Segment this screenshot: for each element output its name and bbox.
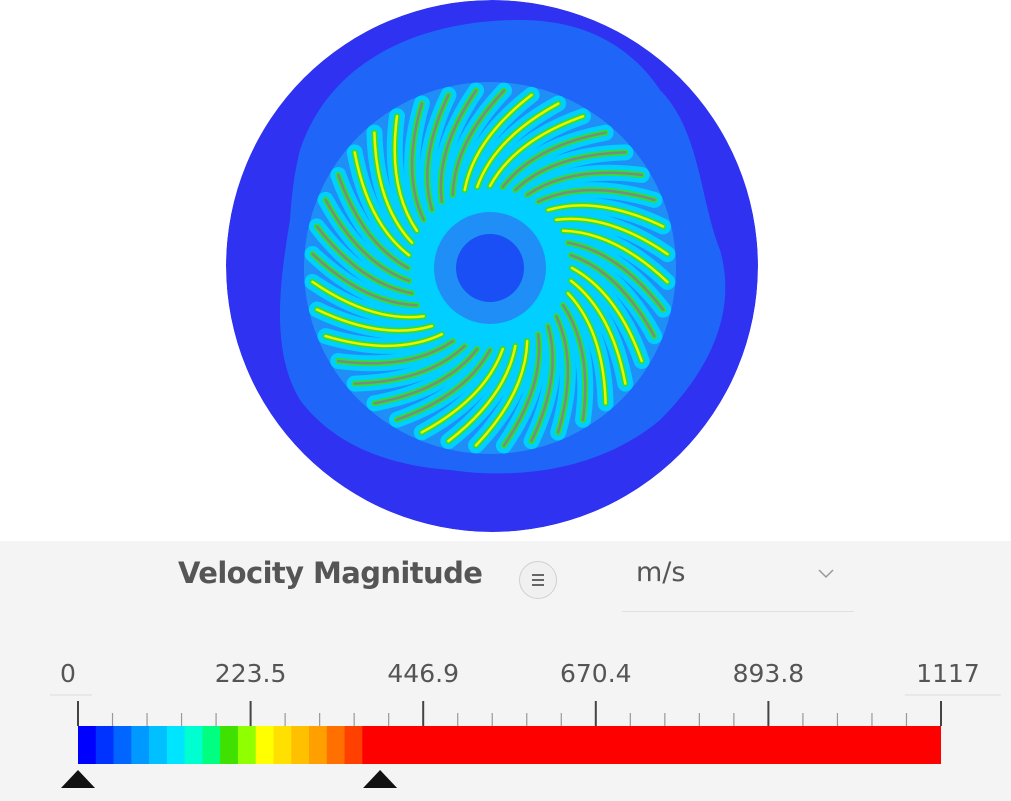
blade-edge	[514, 151, 627, 192]
blade-edge	[546, 204, 665, 228]
blade-edge	[439, 89, 478, 203]
blade-edge	[566, 292, 607, 405]
blade-edge	[311, 280, 425, 319]
blade-edge	[569, 279, 627, 385]
blade-edge	[525, 171, 644, 197]
colormap-bin	[202, 726, 221, 764]
blade-edge	[393, 114, 419, 233]
blade-edge	[502, 333, 541, 447]
chevron-down-icon	[818, 569, 834, 579]
color-scale: 0 223.5 446.9 670.4 893.8 1117	[50, 659, 1001, 788]
blade-edge	[536, 188, 656, 203]
blade-edge	[315, 308, 434, 332]
blade-edge	[451, 89, 506, 197]
legend-title: Velocity Magnitude	[178, 556, 483, 590]
colormap-bin	[362, 726, 381, 764]
blade-edge	[566, 241, 665, 311]
blade-edge	[463, 93, 533, 192]
unit-value: m/s	[636, 557, 686, 588]
blade-edge	[561, 229, 669, 284]
colormap-bin	[131, 726, 150, 764]
colormap-bin	[237, 726, 257, 764]
legend-menu-button[interactable]	[519, 561, 557, 599]
upper-range-handle[interactable]	[363, 770, 398, 788]
blade-edge	[447, 344, 517, 443]
colormap-bin	[344, 726, 363, 764]
blade-edge	[311, 252, 419, 307]
saturated-range	[380, 726, 942, 764]
simulation-viewport[interactable]	[0, 0, 1011, 540]
blade-edge	[569, 253, 656, 338]
colormap-bin	[273, 726, 292, 764]
blade-edge	[561, 303, 587, 422]
blade-edge	[353, 151, 411, 257]
blade-edge	[501, 131, 607, 189]
blade-edge	[555, 314, 570, 434]
blade-edge	[324, 333, 444, 348]
menu-lines-icon	[532, 574, 544, 576]
colormap-bin	[95, 726, 115, 764]
tick-label: 223.5	[215, 659, 287, 688]
blade-edge	[336, 339, 455, 365]
colormap-bin	[166, 726, 186, 764]
rotor-blades	[304, 82, 676, 454]
tick-label: 0	[60, 659, 76, 688]
colormap-bin	[220, 726, 239, 764]
tick-label: 446.9	[387, 659, 459, 688]
blade-edge	[426, 93, 450, 212]
blade-edge	[410, 102, 425, 222]
colormap-bin	[326, 726, 346, 764]
colormap-bin	[184, 726, 203, 764]
tick-label: 670.4	[560, 659, 632, 688]
colormap-bin	[309, 726, 328, 764]
blade-edge	[373, 347, 479, 405]
color-legend-panel: Velocity Magnitude m/s 0 223.5 446.9 670.4 8…	[0, 541, 1011, 801]
colormap-bin	[291, 726, 310, 764]
blade-edge	[475, 102, 560, 189]
blade-edge	[420, 347, 505, 434]
blade-edge	[530, 324, 554, 443]
tick-label: 893.8	[733, 659, 805, 688]
unit-dropdown[interactable]: m/s	[622, 551, 854, 612]
velocity-contour-plot	[226, 0, 758, 532]
tick-label: 1117	[916, 659, 980, 688]
colormap-bin	[149, 726, 168, 764]
colormap-bin	[255, 726, 275, 764]
blade-edge	[324, 198, 411, 283]
blade-edge	[353, 344, 466, 385]
blade-edge	[373, 131, 414, 244]
colormap-bin	[113, 726, 132, 764]
colormap-bin	[78, 726, 97, 764]
blade-edge	[488, 115, 585, 188]
hub-center	[456, 234, 524, 302]
blade-edge	[474, 339, 529, 447]
blade-edge	[395, 348, 492, 421]
blade-edge	[570, 266, 643, 363]
blade-edge	[555, 217, 669, 256]
lower-range-handle[interactable]	[61, 770, 95, 788]
blade-edge	[315, 225, 414, 295]
blade-edge	[337, 173, 410, 270]
